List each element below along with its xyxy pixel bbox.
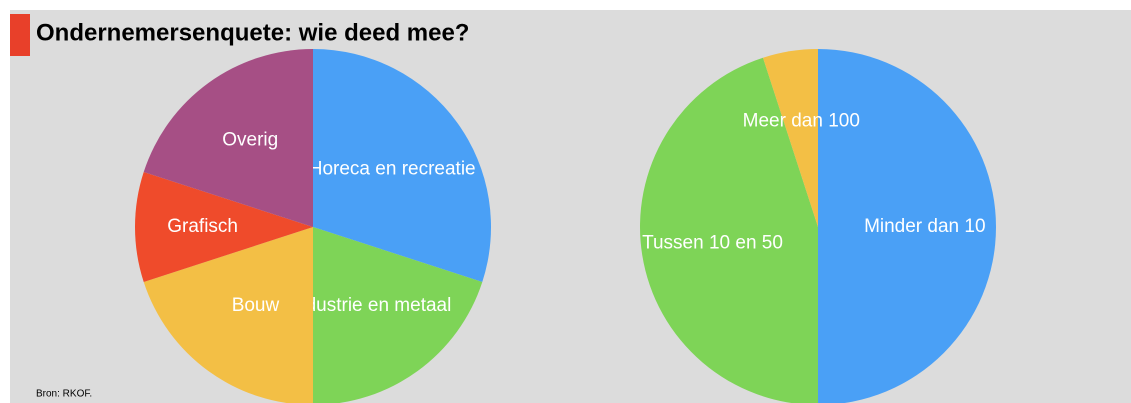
pie-slice — [135, 171, 313, 283]
pie-slice — [143, 49, 313, 227]
pie-slice — [313, 227, 483, 403]
slice-label: Minder dan 10 — [864, 216, 985, 237]
pie-slice — [762, 49, 818, 227]
slice-label: Horeca en recreatie — [309, 158, 476, 179]
pie-slice — [313, 49, 491, 283]
slice-label: Grafisch — [167, 216, 238, 237]
slice-label: Meer dan 100 — [743, 111, 860, 132]
title-accent — [10, 14, 30, 56]
pie-slice — [143, 227, 313, 403]
slice-label: Overig — [222, 130, 278, 151]
slice-label: Tussen 10 en 50 — [642, 233, 783, 254]
slice-label: Bouw — [232, 295, 280, 316]
chart-title: Ondernemersenquete: wie deed mee? — [36, 19, 469, 46]
source: Bron: RKOF. — [36, 389, 92, 400]
pie-slice — [818, 49, 996, 403]
pie-slice — [640, 57, 818, 403]
slice-label: Industrie en metaal — [290, 295, 452, 316]
